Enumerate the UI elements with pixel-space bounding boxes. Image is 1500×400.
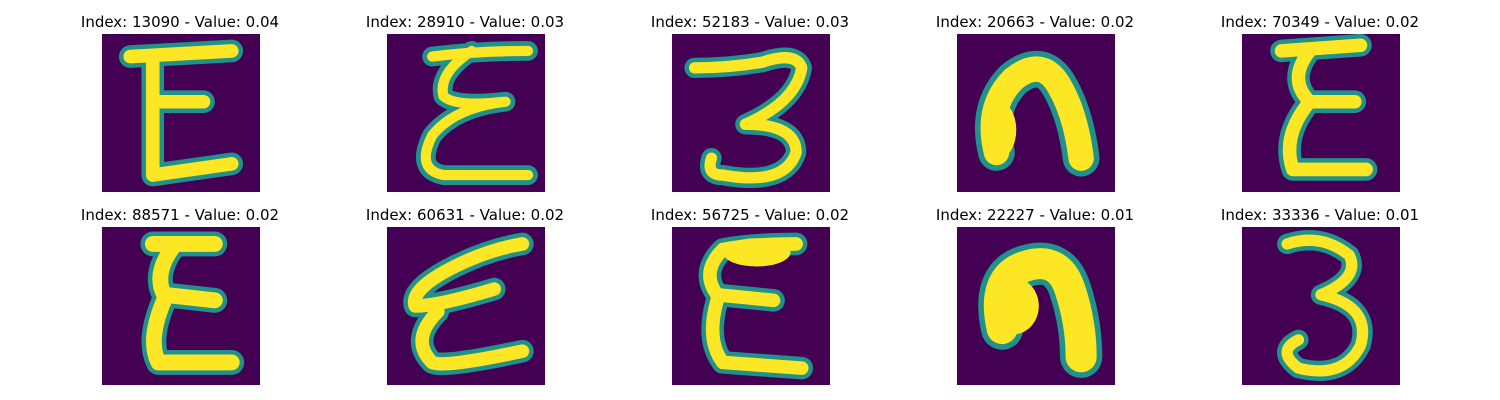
image-panel: Index: 88571 - Value: 0.02 <box>60 205 300 395</box>
panel-title: Index: 22227 - Value: 0.01 <box>935 206 1135 224</box>
panel-title: Index: 20663 - Value: 0.02 <box>935 13 1135 31</box>
image-panel: Index: 33336 - Value: 0.01 <box>1200 205 1440 395</box>
character-image <box>957 227 1115 385</box>
character-image <box>102 227 260 385</box>
image-panel: Index: 20663 - Value: 0.02 <box>915 12 1155 202</box>
panel-title: Index: 70349 - Value: 0.02 <box>1220 13 1420 31</box>
character-image <box>1242 34 1400 192</box>
image-panel: Index: 13090 - Value: 0.04 <box>60 12 300 202</box>
panel-title: Index: 33336 - Value: 0.01 <box>1220 206 1420 224</box>
character-image <box>1242 227 1400 385</box>
character-image <box>387 34 545 192</box>
image-panel: Index: 28910 - Value: 0.03 <box>345 12 585 202</box>
character-image <box>672 227 830 385</box>
image-panel: Index: 70349 - Value: 0.02 <box>1200 12 1440 202</box>
image-panel: Index: 22227 - Value: 0.01 <box>915 205 1155 395</box>
character-image <box>102 34 260 192</box>
character-image <box>672 34 830 192</box>
panel-title: Index: 88571 - Value: 0.02 <box>80 206 280 224</box>
image-panel: Index: 60631 - Value: 0.02 <box>345 205 585 395</box>
panel-title: Index: 60631 - Value: 0.02 <box>365 206 565 224</box>
panel-title: Index: 52183 - Value: 0.03 <box>650 13 850 31</box>
panel-title: Index: 13090 - Value: 0.04 <box>80 13 280 31</box>
image-panel: Index: 52183 - Value: 0.03 <box>630 12 870 202</box>
image-panel: Index: 56725 - Value: 0.02 <box>630 205 870 395</box>
panel-title: Index: 28910 - Value: 0.03 <box>365 13 565 31</box>
panel-title: Index: 56725 - Value: 0.02 <box>650 206 850 224</box>
character-image <box>957 34 1115 192</box>
character-image <box>387 227 545 385</box>
